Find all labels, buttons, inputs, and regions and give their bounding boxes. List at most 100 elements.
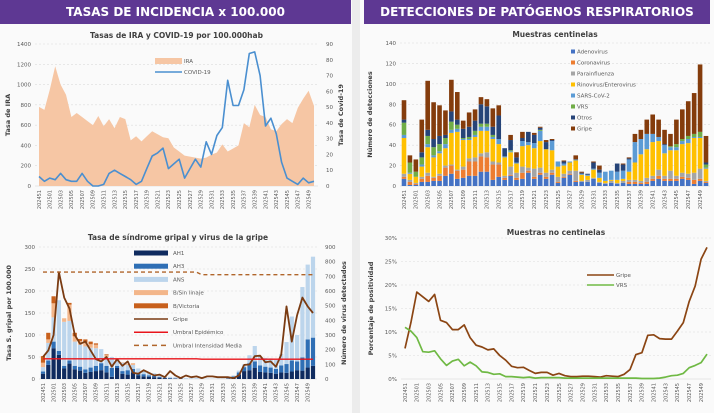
bar-gripe: [597, 165, 602, 170]
bar-parainfluenza: [460, 166, 466, 170]
bar-ah1: [56, 354, 61, 379]
bar-vrs: [508, 150, 513, 152]
bar-parainfluenza: [591, 177, 596, 179]
bar-adenovirus: [603, 183, 608, 186]
legend-swatch: [134, 290, 168, 296]
bar-rinovirus-enterovirus: [680, 144, 685, 173]
x-tick-label: 202521: [533, 383, 539, 402]
bar-rinovirus-enterovirus: [632, 162, 638, 180]
bar-ah1: [279, 372, 284, 379]
bar-otros: [454, 119, 460, 125]
bar-ans: [40, 367, 46, 372]
x-tick-label: 202505: [73, 383, 79, 402]
bar-adenovirus: [543, 178, 549, 186]
bar-parainfluenza: [585, 179, 590, 182]
bar-parainfluenza: [526, 167, 531, 171]
y-tick-label: 1400: [17, 42, 31, 48]
bar-ans: [236, 370, 241, 373]
bar-b-victoria: [104, 354, 109, 356]
y-tick-label: 60: [389, 123, 396, 129]
legend-swatch: [134, 263, 168, 269]
x-tick-label: 202501: [51, 383, 57, 402]
bar-vrs: [691, 133, 697, 137]
bar-adenovirus: [691, 183, 697, 186]
bar-ah3: [295, 361, 300, 371]
bar-otros: [597, 169, 602, 173]
x-tick-label: 202503: [425, 190, 431, 209]
bar-ah3: [115, 365, 120, 368]
bar-rinovirus-enterovirus: [668, 150, 673, 171]
bar-rinovirus-enterovirus: [413, 176, 419, 183]
legend-label: Gripe: [577, 127, 593, 133]
bar-otros: [662, 144, 667, 146]
x-tick-label: 202539: [252, 190, 258, 209]
bar-adenovirus: [514, 179, 519, 186]
bar-vrs: [466, 136, 472, 140]
x-tick-label: 202523: [168, 383, 174, 402]
y-tick-label: 140: [386, 41, 397, 47]
bar-gripe: [644, 119, 650, 134]
bar-adenovirus: [407, 184, 413, 186]
bar-adenovirus: [413, 184, 419, 186]
legend-label: SARS-CoV-2: [577, 94, 610, 100]
bar-gripe: [668, 133, 673, 147]
bar-parainfluenza: [514, 172, 519, 178]
bar-parainfluenza: [472, 157, 478, 162]
legend-label: Parainfluenza: [577, 72, 614, 78]
bar-adenovirus: [703, 182, 709, 186]
bar-adenovirus: [472, 175, 478, 186]
bar-rinovirus-enterovirus: [656, 141, 661, 170]
bar-gripe: [419, 119, 425, 153]
y-axis-label: Tasa S. gripal por 100.000: [5, 265, 13, 361]
bar-rinovirus-enterovirus: [472, 136, 478, 158]
bar-ah3: [236, 372, 241, 375]
bar-coronavirus: [520, 172, 525, 179]
bar-ah3: [77, 366, 83, 371]
bar-coronavirus: [401, 176, 407, 179]
legend-label-covid: COVID-19: [184, 70, 211, 76]
legend-label: AH3: [173, 264, 185, 270]
bar-gripe: [685, 101, 691, 136]
x-tick-label: 202519: [520, 190, 526, 209]
bar-ans: [93, 348, 99, 366]
x-tick-label: 202511: [473, 190, 479, 209]
bar-ans: [194, 378, 199, 379]
bar-rinovirus-enterovirus: [644, 149, 650, 178]
bar-adenovirus: [490, 179, 496, 186]
legend-swatch: [571, 93, 575, 98]
bar-coronavirus: [626, 181, 632, 184]
x-tick-label: 202501: [414, 190, 420, 209]
bar-ah1: [130, 372, 136, 379]
y2-tick-label: 70: [326, 74, 333, 80]
bar-vrs: [674, 144, 679, 148]
bar-ah1: [263, 372, 268, 379]
x-tick-label: 202525: [557, 383, 563, 402]
y-tick-label: 40: [389, 143, 396, 149]
bar-adenovirus: [632, 183, 638, 186]
bar-rinovirus-enterovirus: [460, 140, 466, 167]
x-tick-label: 202505: [69, 190, 75, 209]
bar-ah1: [141, 376, 146, 379]
bar-ah1: [72, 369, 77, 379]
bar-vrs: [413, 171, 419, 177]
y2-tick-label: 200: [325, 348, 336, 354]
y2-tick-label: 700: [325, 274, 336, 280]
bar-coronavirus: [703, 181, 709, 183]
legend-label: Rinovirus/Enterovirus: [577, 83, 636, 89]
bar-gripe: [579, 171, 584, 173]
ira-covid-chart: [35, 43, 318, 187]
bar-ah3: [72, 365, 77, 370]
bar-sars-cov-2: [502, 156, 507, 158]
x-tick-label: 202539: [639, 190, 645, 209]
bar-adenovirus: [608, 182, 614, 186]
y2-tick-label: 800: [325, 260, 336, 266]
x-tick-label: 202507: [83, 383, 89, 402]
bar-rinovirus-enterovirus: [443, 148, 448, 166]
bar-rinovirus-enterovirus: [425, 147, 430, 173]
y-tick-label: 300: [25, 245, 36, 251]
bar-sars-cov-2: [555, 161, 561, 167]
y-tick-label: 10%: [385, 330, 397, 336]
bar-sars-cov-2: [603, 171, 608, 181]
bar-coronavirus: [662, 178, 667, 181]
x-tick-label: 202525: [177, 190, 183, 209]
